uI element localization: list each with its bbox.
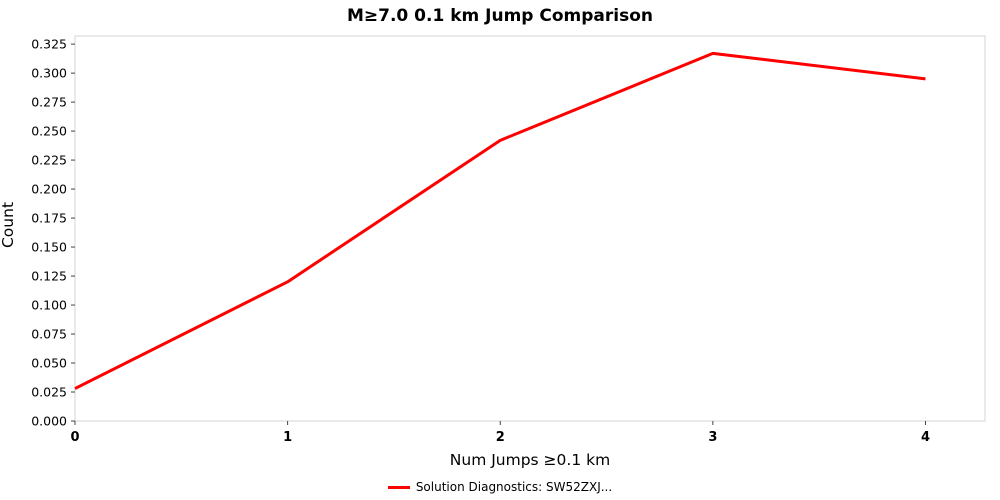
y-tick-label: 0.125	[31, 269, 67, 284]
line-chart: M≥7.0 0.1 km Jump Comparison 0.0000.0250…	[0, 6, 986, 469]
y-tick-label: 0.100	[31, 298, 67, 313]
legend-line-swatch	[387, 485, 410, 489]
y-tick-label: 0.075	[31, 327, 67, 342]
x-tick-label: 4	[921, 430, 930, 445]
y-tick-label: 0.000	[31, 414, 67, 429]
y-tick-label: 0.175	[31, 211, 67, 226]
y-axis-label: Count	[0, 202, 17, 248]
y-tick-label: 0.325	[31, 37, 67, 52]
series-line-solution-diagnostics	[74, 51, 926, 390]
y-tick-label: 0.300	[31, 66, 67, 81]
x-tick-label: 3	[708, 430, 717, 445]
x-tick-label: 0	[70, 430, 79, 445]
legend-label: Solution Diagnostics: SW52ZXJ...	[415, 480, 613, 494]
axes-layer: 0.000 0.025 0.050 0.075 0.100 0.125 0.150 0.175…	[31, 37, 930, 445]
x-axis-label: Num Jumps ≥0.1 km	[450, 451, 610, 469]
y-tick-label: 0.250	[31, 124, 67, 139]
chart-legend: Solution Diagnostics: SW52ZXJ...	[0, 474, 1000, 500]
y-tick-label: 0.275	[31, 95, 67, 110]
x-tick-label: 1	[283, 430, 292, 445]
y-tick-label: 0.200	[31, 182, 67, 197]
x-tick-label: 2	[496, 430, 505, 445]
chart-title: M≥7.0 0.1 km Jump Comparison	[347, 6, 653, 26]
y-tick-label: 0.150	[31, 240, 67, 255]
y-tick-label: 0.050	[31, 356, 67, 371]
plot-area	[74, 35, 986, 422]
y-tick-label: 0.225	[31, 153, 67, 168]
y-tick-label: 0.025	[31, 385, 67, 400]
